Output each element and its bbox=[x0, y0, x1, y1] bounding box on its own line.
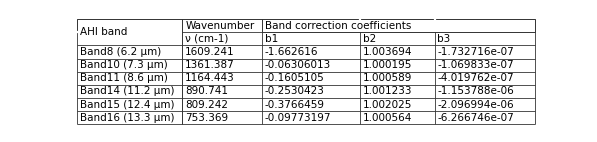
Text: Band14 (11.2 μm): Band14 (11.2 μm) bbox=[80, 86, 174, 96]
Text: 1.003694: 1.003694 bbox=[363, 47, 413, 57]
Text: -0.3766459: -0.3766459 bbox=[265, 100, 325, 109]
Text: 1.002025: 1.002025 bbox=[363, 100, 412, 109]
Text: -1.153788e-06: -1.153788e-06 bbox=[438, 86, 514, 96]
Text: Band8 (6.2 μm): Band8 (6.2 μm) bbox=[80, 47, 161, 57]
Text: -1.732716e-07: -1.732716e-07 bbox=[438, 47, 514, 57]
Text: Band11 (8.6 μm): Band11 (8.6 μm) bbox=[80, 73, 168, 83]
Text: AHI band: AHI band bbox=[80, 27, 127, 37]
Text: Band correction coefficients: Band correction coefficients bbox=[265, 21, 411, 31]
Text: -1.069833e-07: -1.069833e-07 bbox=[438, 60, 514, 70]
Text: 1.000195: 1.000195 bbox=[363, 60, 412, 70]
Text: 753.369: 753.369 bbox=[185, 113, 228, 123]
Text: -0.09773197: -0.09773197 bbox=[265, 113, 331, 123]
Text: 890.741: 890.741 bbox=[185, 86, 228, 96]
Text: Band16 (13.3 μm): Band16 (13.3 μm) bbox=[80, 113, 174, 123]
Text: b3: b3 bbox=[438, 34, 451, 44]
Text: 1.001233: 1.001233 bbox=[363, 86, 413, 96]
Text: -1.662616: -1.662616 bbox=[265, 47, 318, 57]
Text: Band10 (7.3 μm): Band10 (7.3 μm) bbox=[80, 60, 168, 70]
Text: 1609.241: 1609.241 bbox=[185, 47, 235, 57]
Text: -4.019762e-07: -4.019762e-07 bbox=[438, 73, 514, 83]
Text: -0.2530423: -0.2530423 bbox=[265, 86, 325, 96]
Text: 1.000589: 1.000589 bbox=[363, 73, 412, 83]
Text: -6.266746e-07: -6.266746e-07 bbox=[438, 113, 514, 123]
Text: b1: b1 bbox=[265, 34, 278, 44]
Text: Band15 (12.4 μm): Band15 (12.4 μm) bbox=[80, 100, 174, 109]
Text: ν (cm-1): ν (cm-1) bbox=[185, 34, 229, 44]
Text: 1.000564: 1.000564 bbox=[363, 113, 412, 123]
Text: -0.06306013: -0.06306013 bbox=[265, 60, 331, 70]
Text: -2.096994e-06: -2.096994e-06 bbox=[438, 100, 514, 109]
Text: Wavenumber: Wavenumber bbox=[185, 21, 254, 31]
Text: 1361.387: 1361.387 bbox=[185, 60, 235, 70]
Text: 809.242: 809.242 bbox=[185, 100, 228, 109]
Text: b2: b2 bbox=[363, 34, 376, 44]
Text: 1164.443: 1164.443 bbox=[185, 73, 235, 83]
Text: -0.1605105: -0.1605105 bbox=[265, 73, 325, 83]
